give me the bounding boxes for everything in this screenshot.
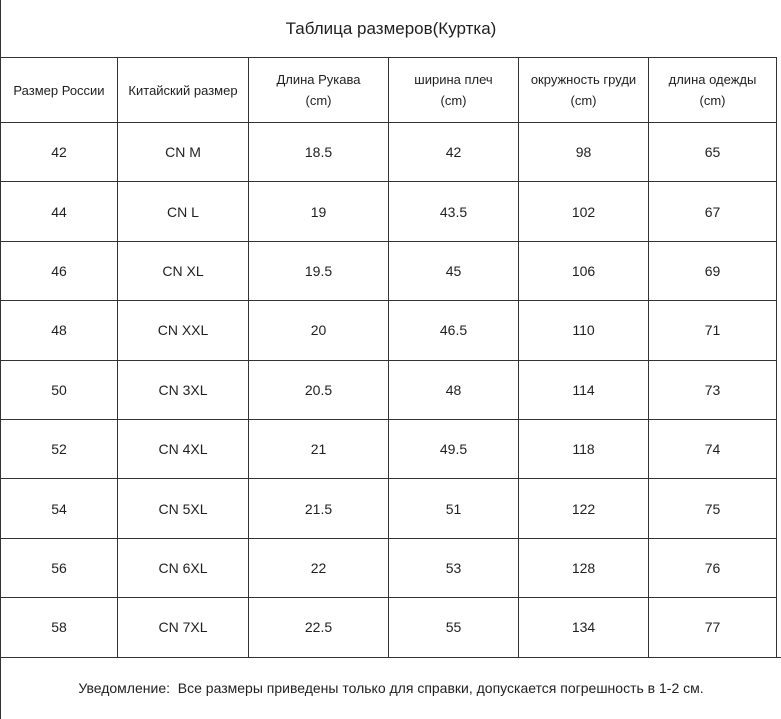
table-cell-r1-c4: 42 <box>388 122 518 182</box>
table-cell-r8-c3: 22 <box>248 537 388 598</box>
table-cell-r4-c4: 46.5 <box>388 300 518 360</box>
table-cell-r2-c1: 44 <box>0 181 117 241</box>
column-header-1: Размер России <box>0 57 117 122</box>
table-cell-r3-c6: 69 <box>648 240 777 301</box>
table-cell-r9-c3: 22.5 <box>248 597 388 657</box>
table-cell-r1-c6: 65 <box>648 122 777 182</box>
table-cell-r6-c5: 118 <box>518 418 648 479</box>
table-cell-r5-c2: CN 3XL <box>117 359 248 419</box>
table-cell-r5-c6: 73 <box>648 359 777 419</box>
table-cell-r5-c4: 48 <box>388 359 518 419</box>
table-cell-r5-c3: 20.5 <box>248 359 388 419</box>
table-cell-r4-c2: CN XXL <box>117 300 248 360</box>
table-cell-r9-c2: CN 7XL <box>117 597 248 657</box>
table-cell-r9-c1: 58 <box>0 597 117 657</box>
table-cell-r8-c6: 76 <box>648 537 777 598</box>
table-cell-r7-c1: 54 <box>0 478 117 538</box>
table-cell-r1-c3: 18.5 <box>248 122 388 182</box>
table-cell-r3-c3: 19.5 <box>248 240 388 301</box>
table-cell-r8-c4: 53 <box>388 537 518 598</box>
table-cell-r6-c3: 21 <box>248 418 388 479</box>
table-cell-r8-c5: 128 <box>518 537 648 598</box>
table-cell-r7-c4: 51 <box>388 478 518 538</box>
column-header-4: ширина плеч (cm) <box>388 57 518 122</box>
table-cell-r2-c6: 67 <box>648 181 777 241</box>
column-header-6: длина одежды (cm) <box>648 57 777 122</box>
table-cell-r3-c5: 106 <box>518 240 648 301</box>
column-header-2: Китайский размер <box>117 57 248 122</box>
table-cell-r2-c3: 19 <box>248 181 388 241</box>
column-header-label: Размер России <box>13 82 105 98</box>
column-header-unit: (cm) <box>570 93 597 108</box>
table-cell-r6-c4: 49.5 <box>388 418 518 479</box>
column-header-unit: (cm) <box>305 93 332 108</box>
table-cell-r8-c2: CN 6XL <box>117 537 248 598</box>
table-cell-r5-c1: 50 <box>0 359 117 419</box>
table-title: Таблица размеров(Куртка) <box>0 0 781 57</box>
table-cell-r7-c2: CN 5XL <box>117 478 248 538</box>
column-header-label: ширина плеч <box>414 72 493 87</box>
column-header-label: длина одежды <box>668 72 757 87</box>
column-header-5: окружность груди (cm) <box>518 57 648 122</box>
notice-text: Уведомление: Все размеры приведены тольк… <box>0 656 781 719</box>
table-cell-r2-c5: 102 <box>518 181 648 241</box>
table-cell-r7-c6: 75 <box>648 478 777 538</box>
column-header-label: окружность груди <box>530 72 637 87</box>
table-cell-r6-c1: 52 <box>0 418 117 479</box>
table-cell-r1-c2: CN M <box>117 122 248 182</box>
column-header-unit: (cm) <box>699 93 726 108</box>
table-cell-r4-c1: 48 <box>0 300 117 360</box>
table-cell-r7-c3: 21.5 <box>248 478 388 538</box>
column-header-label: Китайский размер <box>128 82 238 98</box>
table-cell-r8-c1: 56 <box>0 537 117 598</box>
table-cell-r5-c5: 114 <box>518 359 648 419</box>
table-cell-r3-c1: 46 <box>0 240 117 301</box>
table-cell-r6-c6: 74 <box>648 418 777 479</box>
column-header-label: Длина Рукава <box>276 72 361 87</box>
table-cell-r7-c5: 122 <box>518 478 648 538</box>
size-grid: Размер России Китайский размер Длина Рукав… <box>0 57 779 657</box>
column-header-3: Длина Рукава (cm) <box>248 57 388 122</box>
column-header-unit: (cm) <box>440 93 467 108</box>
table-cell-r4-c6: 71 <box>648 300 777 360</box>
table-cell-r9-c5: 134 <box>518 597 648 657</box>
table-cell-r9-c6: 77 <box>648 597 777 657</box>
table-cell-r6-c2: CN 4XL <box>117 418 248 479</box>
table-cell-r9-c4: 55 <box>388 597 518 657</box>
table-cell-r1-c1: 42 <box>0 122 117 182</box>
table-cell-r1-c5: 98 <box>518 122 648 182</box>
table-cell-r3-c2: CN XL <box>117 240 248 301</box>
table-cell-r2-c2: CN L <box>117 181 248 241</box>
table-cell-r3-c4: 45 <box>388 240 518 301</box>
table-cell-r4-c3: 20 <box>248 300 388 360</box>
table-cell-r4-c5: 110 <box>518 300 648 360</box>
table-cell-r2-c4: 43.5 <box>388 181 518 241</box>
